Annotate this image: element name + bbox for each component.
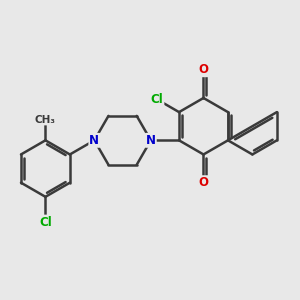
Text: O: O bbox=[199, 63, 208, 76]
Text: O: O bbox=[199, 176, 208, 189]
Text: Cl: Cl bbox=[39, 216, 52, 229]
Text: Cl: Cl bbox=[151, 93, 164, 106]
Text: N: N bbox=[146, 134, 156, 147]
Text: CH₃: CH₃ bbox=[35, 115, 56, 124]
Text: N: N bbox=[89, 134, 99, 147]
